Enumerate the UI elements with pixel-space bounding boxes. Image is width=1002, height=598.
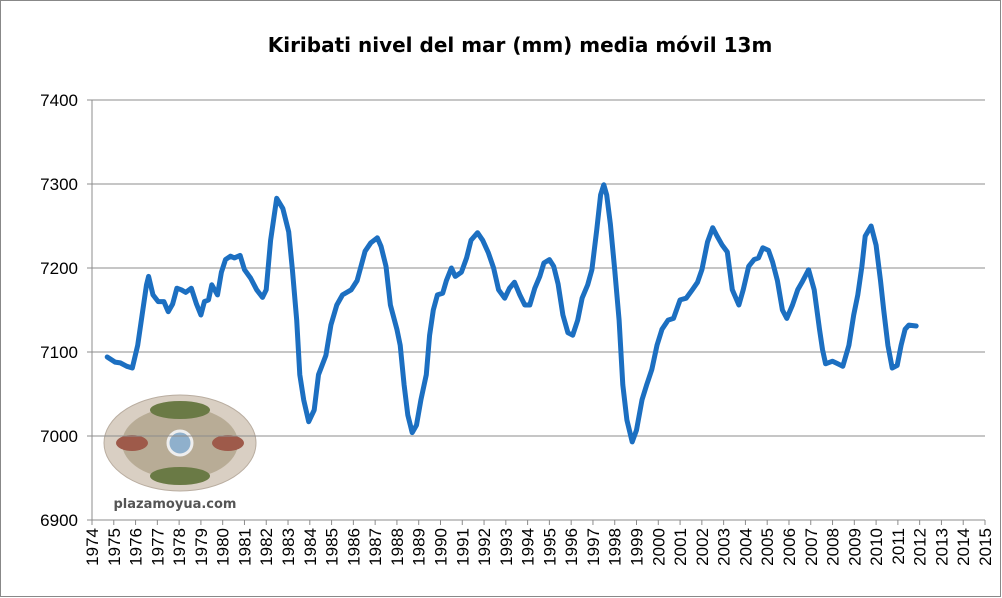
x-tick-label: 2003 (715, 528, 734, 566)
x-tick-label: 1992 (475, 528, 494, 566)
x-tick-label: 1980 (214, 528, 233, 566)
x-tick-label: 1976 (127, 528, 146, 566)
x-tick-label: 1975 (105, 528, 124, 566)
x-tick-label: 2000 (649, 528, 668, 566)
x-tick-label: 1989 (410, 528, 429, 566)
y-tick-label: 7400 (40, 91, 78, 110)
x-tick-label: 1982 (257, 528, 276, 566)
x-tick-label: 2002 (693, 528, 712, 566)
data-line (104, 182, 919, 445)
logo (103, 394, 257, 492)
x-tick-label: 2010 (867, 528, 886, 566)
x-tick-label: 1978 (170, 528, 189, 566)
x-tick-label: 1983 (279, 528, 298, 566)
y-tick-label: 7200 (40, 259, 78, 278)
y-tick-label: 7100 (40, 343, 78, 362)
x-tick-label: 2007 (802, 528, 821, 566)
x-tick-label: 2008 (824, 528, 843, 566)
x-tick-label: 1977 (148, 528, 167, 566)
x-tick-label: 2012 (911, 528, 930, 566)
x-tick-label: 1996 (562, 528, 581, 566)
x-tick-label: 1979 (192, 528, 211, 566)
x-tick-label: 1985 (323, 528, 342, 566)
y-tick-label: 7000 (40, 427, 78, 446)
y-tick-label: 6900 (40, 511, 78, 530)
x-tick-label: 2014 (954, 528, 973, 566)
x-tick-label: 2004 (736, 528, 755, 566)
x-tick-label: 2013 (932, 528, 951, 566)
x-tick-label: 2015 (976, 528, 995, 566)
x-tick-label: 1997 (584, 528, 603, 566)
x-tick-label: 1987 (366, 528, 385, 566)
x-tick-label: 1988 (388, 528, 407, 566)
x-tick-label: 1999 (628, 528, 647, 566)
x-tick-label: 2009 (845, 528, 864, 566)
x-tick-label: 1986 (344, 528, 363, 566)
chart-title: Kiribati nivel del mar (mm) media móvil … (268, 33, 773, 57)
x-tick-label: 1974 (83, 528, 102, 566)
x-tick-label: 1998 (606, 528, 625, 566)
watermark: plazamoyua.com (114, 497, 237, 512)
x-tick-label: 1991 (453, 528, 472, 566)
x-tick-label: 2001 (671, 528, 690, 566)
x-tick-label: 1990 (431, 528, 450, 566)
x-tick-label: 2011 (889, 528, 908, 565)
x-tick-label: 1981 (235, 528, 254, 566)
x-tick-label: 1984 (301, 528, 320, 566)
x-tick-label: 2005 (758, 528, 777, 566)
x-tick-label: 1994 (519, 528, 538, 566)
x-tick-label: 1995 (540, 528, 559, 566)
x-tick-label: 1993 (497, 528, 516, 566)
y-tick-label: 7300 (40, 175, 78, 194)
x-tick-label: 2006 (780, 528, 799, 566)
